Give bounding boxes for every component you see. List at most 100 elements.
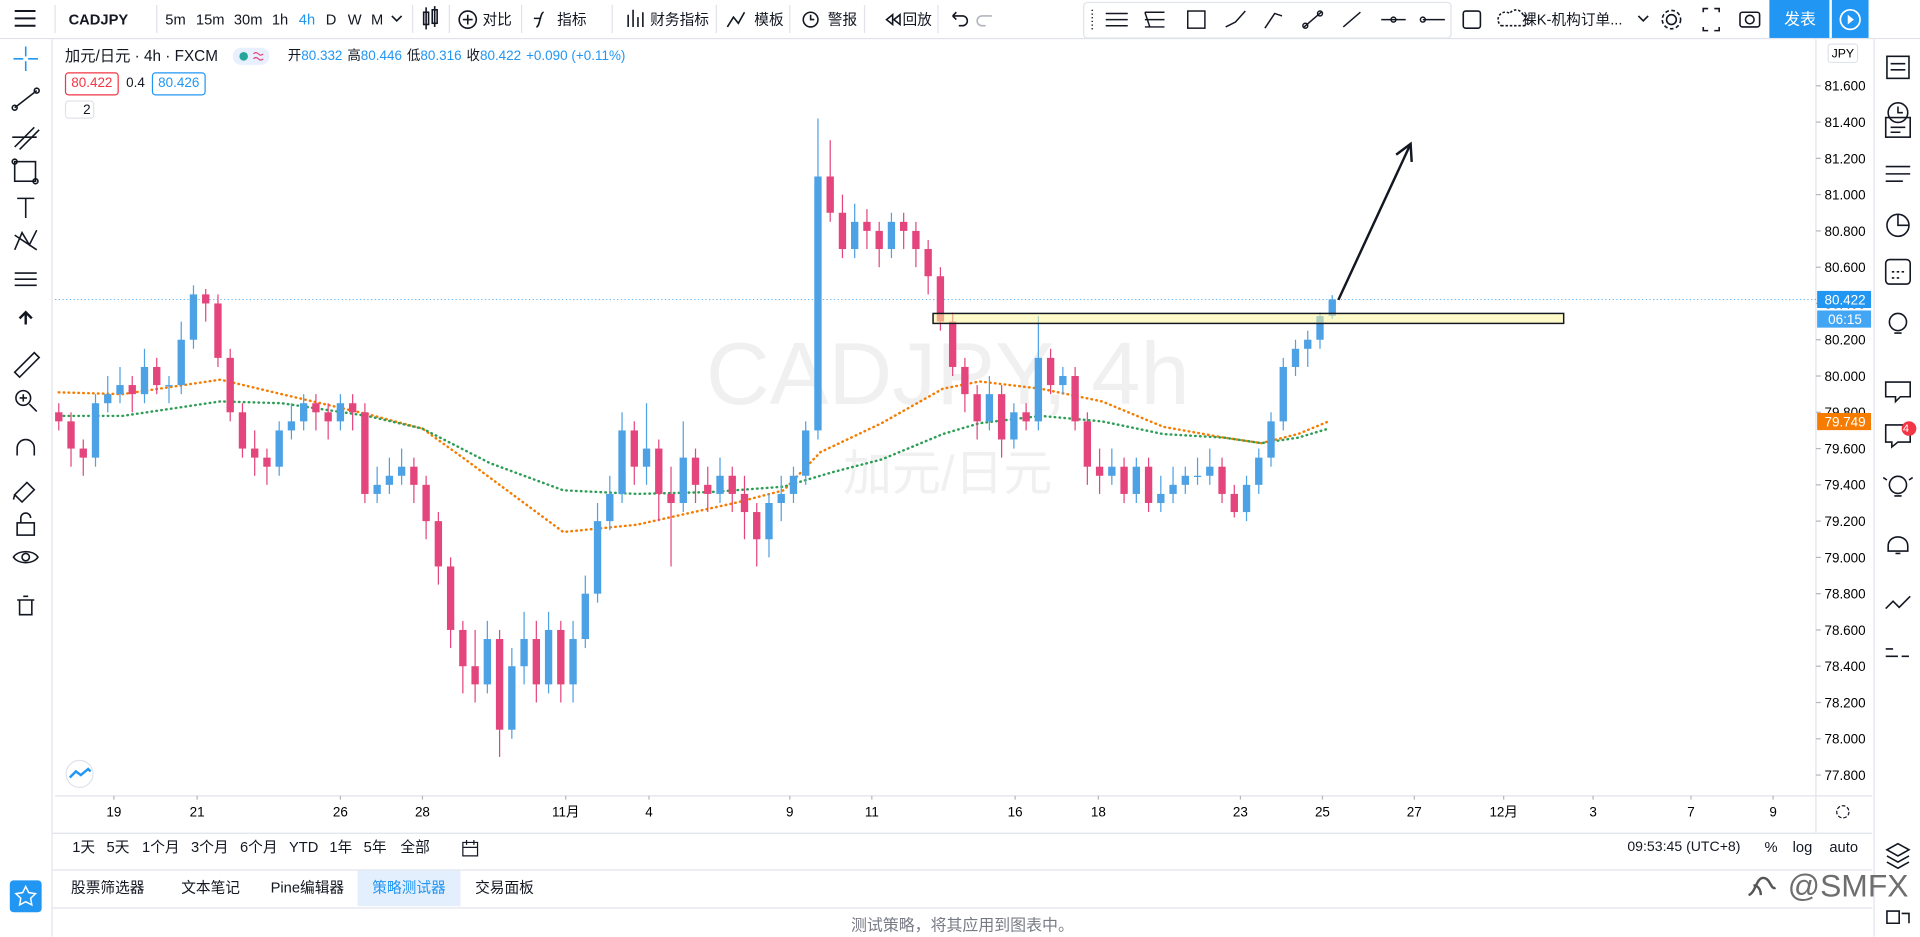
candle-body xyxy=(875,230,883,250)
symbol[interactable]: CADJPY xyxy=(68,11,129,29)
arrow-head xyxy=(1395,141,1413,162)
candle-body xyxy=(202,294,210,304)
range-button[interactable]: 3个月 xyxy=(191,838,229,856)
candle-body xyxy=(128,385,136,395)
candle-body xyxy=(1218,466,1226,494)
currency: JPY xyxy=(1832,47,1854,61)
x-tick-label: 9 xyxy=(1769,805,1776,820)
candle-body xyxy=(471,666,479,685)
right-sidebar: 4 xyxy=(1873,39,1920,937)
range-bar: 1天 5天 1个月 3个月 6个月 YTD 1年 5年 全部 09:53:45 (UTC+8)% l… xyxy=(52,832,1873,864)
candle-body xyxy=(1034,357,1043,422)
interval-button[interactable]: 15m xyxy=(195,11,225,29)
range-button[interactable]: 全部 xyxy=(400,838,430,856)
scale-option[interactable]: log xyxy=(1792,838,1813,856)
toolbar-button[interactable]: 模板 xyxy=(754,11,784,29)
field-label: 高 xyxy=(347,48,361,64)
candle-body xyxy=(140,366,149,395)
toolbar-button[interactable]: 警报 xyxy=(827,11,858,29)
bid-price[interactable]: 80.422 xyxy=(64,72,119,96)
candle-body xyxy=(1242,484,1251,513)
candle-body xyxy=(251,448,259,458)
range-button[interactable]: 5天 xyxy=(106,838,130,856)
layout-name[interactable]: 裸K-机构订单... xyxy=(1522,11,1623,29)
footer-message: 测试策略，将其应用到图表中。 xyxy=(851,915,1074,935)
y-tick-label: 78.000 xyxy=(1824,732,1865,747)
candle-body xyxy=(655,448,663,494)
toolbar-icons xyxy=(14,0,1869,38)
interval-button[interactable]: 5m xyxy=(165,11,186,29)
interval-button[interactable]: D xyxy=(325,11,337,29)
candle-body xyxy=(348,403,357,413)
scale-option[interactable]: auto xyxy=(1829,838,1858,856)
candle-body xyxy=(851,221,859,250)
candle-body xyxy=(985,394,994,422)
candle-body xyxy=(973,394,981,422)
candle-body xyxy=(667,493,675,503)
candle-body xyxy=(263,457,271,467)
scale-option[interactable]: % xyxy=(1764,838,1778,856)
range-button[interactable]: 5年 xyxy=(363,838,387,856)
x-tick-label: 28 xyxy=(415,805,430,820)
range-button[interactable]: 6个月 xyxy=(240,838,278,856)
tab[interactable]: 交易面板 xyxy=(475,879,534,897)
y-tick-label: 81.000 xyxy=(1824,188,1865,203)
range-button[interactable]: 1天 xyxy=(72,838,96,856)
candle-body xyxy=(1169,484,1177,494)
candle-body xyxy=(1291,348,1300,367)
field-label: 收 xyxy=(466,48,480,64)
candle-body xyxy=(434,521,443,567)
candle-body xyxy=(55,412,63,422)
candle-body xyxy=(606,493,614,522)
tab[interactable]: 股票筛选器 xyxy=(71,879,145,897)
tab[interactable]: Pine编辑器 xyxy=(270,879,345,897)
indicator-collapse[interactable]: 2 xyxy=(64,100,95,119)
candle-body xyxy=(422,484,430,522)
candle-body xyxy=(740,493,749,513)
y-tick-label: 78.800 xyxy=(1824,587,1865,602)
tab[interactable]: 策略测试器 xyxy=(357,870,461,907)
toolbar-button[interactable]: 回放 xyxy=(902,11,932,29)
candle-body xyxy=(165,385,173,387)
interval-button[interactable]: W xyxy=(347,11,362,29)
candle-body xyxy=(814,176,822,431)
candle-body xyxy=(91,403,100,458)
ask-price[interactable]: 80.426 xyxy=(151,72,206,96)
candle-body xyxy=(765,502,773,540)
toolbar-button[interactable]: 对比 xyxy=(482,11,512,29)
candle-body xyxy=(581,593,589,640)
left-toolbar xyxy=(0,39,53,937)
y-tick-label: 79.600 xyxy=(1824,441,1865,456)
candle-body xyxy=(226,357,234,413)
countdown: 06:15 xyxy=(1828,312,1862,327)
range-button[interactable]: YTD xyxy=(288,838,319,856)
interval-button[interactable]: 4h xyxy=(298,11,316,29)
candle-body xyxy=(312,403,320,413)
candle-body xyxy=(336,403,345,422)
candle-body xyxy=(385,475,394,485)
interval-button[interactable]: 30m xyxy=(233,11,263,29)
field-value: 80.446 xyxy=(360,48,403,64)
candle-body xyxy=(520,639,528,667)
legend-field: 高80.446 xyxy=(347,49,402,64)
goto-date-icon[interactable] xyxy=(460,839,480,859)
spread: 0.4 xyxy=(126,75,145,91)
toolbar-button[interactable]: 财务指标 xyxy=(650,11,709,29)
logo xyxy=(65,759,94,788)
x-tick-label: 4 xyxy=(645,805,653,820)
candle-body xyxy=(704,484,712,494)
range-button[interactable]: 1个月 xyxy=(142,838,180,856)
candle-body xyxy=(900,221,908,231)
axis-settings[interactable] xyxy=(1836,805,1850,819)
sidebar-icons xyxy=(1882,55,1917,925)
legend-status xyxy=(232,47,270,65)
candle-body xyxy=(1206,466,1214,476)
tab[interactable]: 文本笔记 xyxy=(181,879,241,897)
candle-body xyxy=(1181,475,1189,485)
interval-button[interactable]: 1h xyxy=(271,11,289,29)
interval-button[interactable]: M xyxy=(371,11,384,29)
publish-button[interactable]: 发表 xyxy=(1784,9,1816,29)
range-button[interactable]: 1年 xyxy=(329,838,353,856)
candle-body xyxy=(446,566,455,630)
toolbar-button[interactable]: 指标 xyxy=(557,11,587,29)
